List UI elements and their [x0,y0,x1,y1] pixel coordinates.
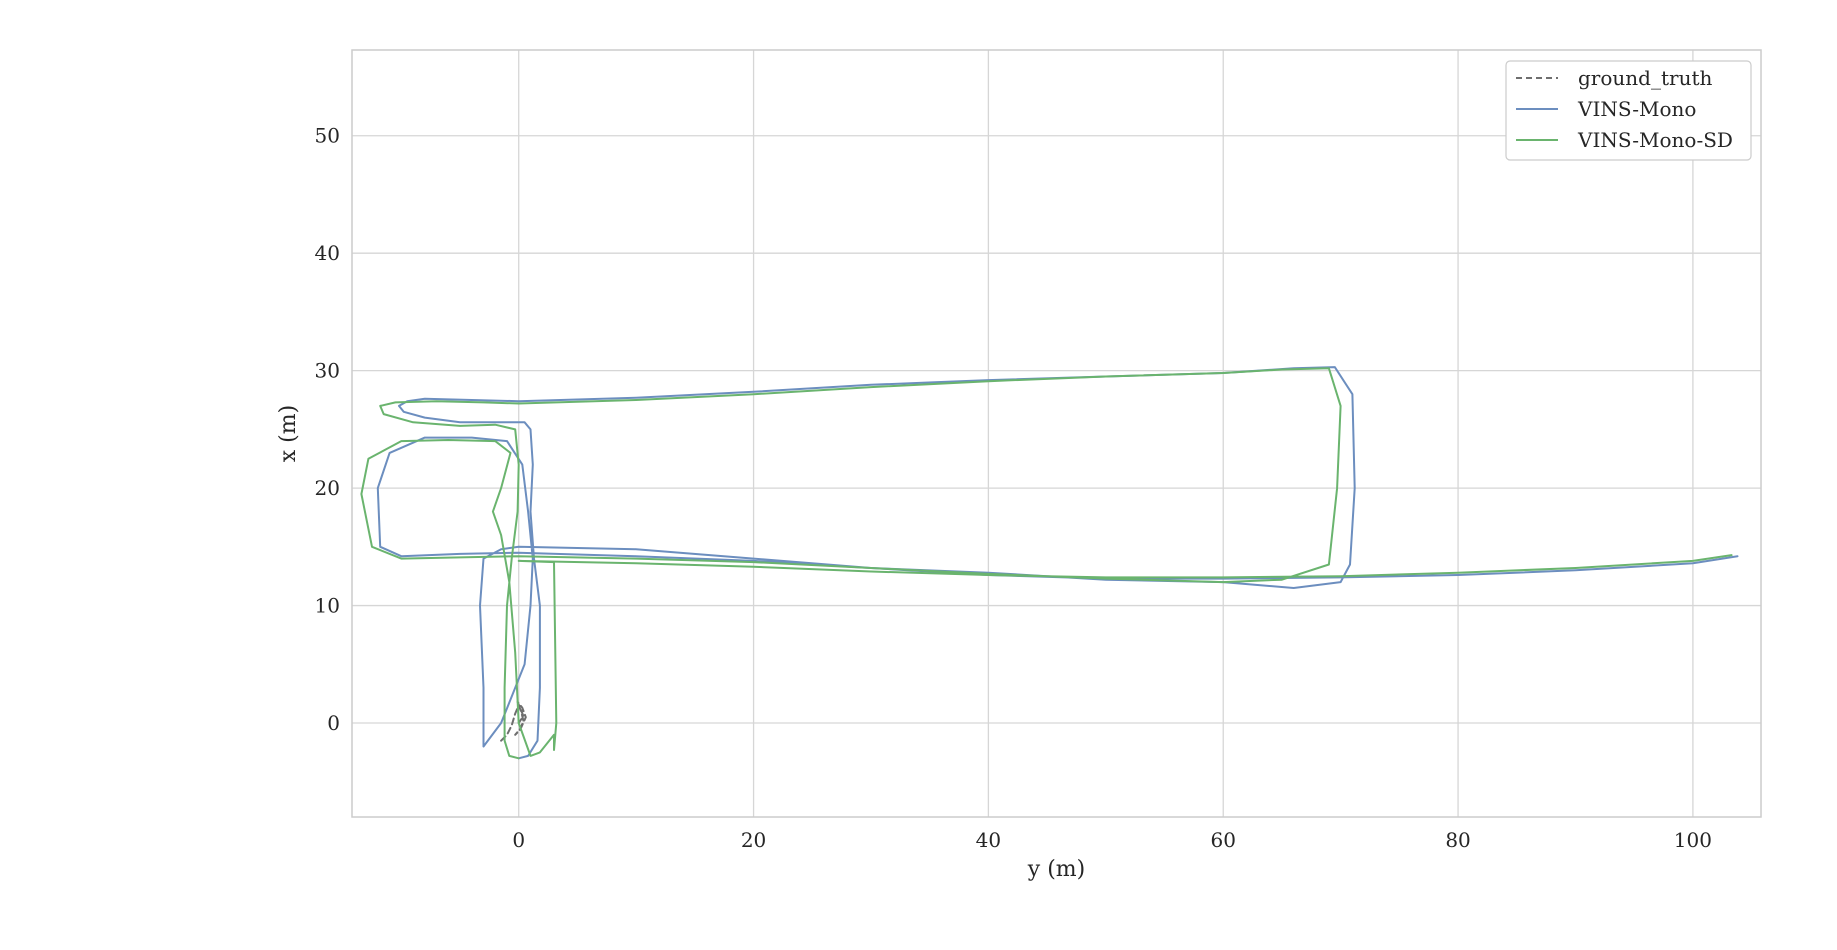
y-tick-label: 30 [315,359,340,383]
legend-box [1505,60,1752,161]
legend-label: VINS-Mono [1577,97,1696,121]
legend: ground_truth VINS-Mono VINS-Mono-SD [1505,60,1752,161]
y-tick-label: 40 [315,241,340,265]
series-layer [360,366,1739,760]
x-tick-label: 40 [976,828,1001,852]
tick-labels: 0 20 40 60 80 100 0 10 20 30 40 50 [315,124,1712,852]
grid [352,50,1761,817]
y-tick-label: 20 [315,476,340,500]
y-tick-label: 50 [315,124,340,148]
x-tick-label: 0 [512,828,525,852]
plot-frame [351,49,1762,818]
y-tick-label: 10 [315,594,340,618]
legend-label: ground_truth [1578,66,1712,90]
legend-label: VINS-Mono-SD [1577,128,1733,152]
x-tick-label: 100 [1674,828,1712,852]
x-tick-label: 20 [741,828,766,852]
series-line [360,367,1733,760]
x-axis-label: y (m) [1027,857,1085,882]
y-tick-label: 0 [327,711,340,735]
x-tick-label: 80 [1445,828,1470,852]
x-tick-label: 60 [1211,828,1236,852]
series-line [500,700,527,742]
y-axis-label: x (m) [276,405,301,462]
